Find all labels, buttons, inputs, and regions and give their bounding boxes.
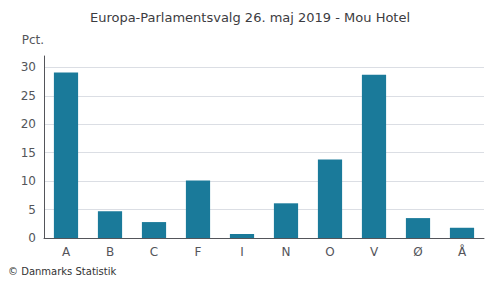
svg-text:Europa-Parlamentsvalg 26. maj: Europa-Parlamentsvalg 26. maj 2019 - Mou… bbox=[90, 10, 410, 25]
svg-text:Å: Å bbox=[458, 244, 467, 259]
svg-text:F: F bbox=[195, 245, 202, 259]
svg-text:I: I bbox=[240, 245, 244, 259]
svg-text:0: 0 bbox=[28, 231, 36, 245]
svg-text:© Danmarks Statistik: © Danmarks Statistik bbox=[8, 266, 117, 277]
svg-text:15: 15 bbox=[21, 146, 36, 160]
svg-text:V: V bbox=[370, 245, 379, 259]
svg-text:A: A bbox=[62, 245, 71, 259]
svg-text:10: 10 bbox=[21, 174, 36, 188]
svg-text:Ø: Ø bbox=[413, 245, 422, 259]
svg-text:N: N bbox=[282, 245, 291, 259]
svg-text:O: O bbox=[325, 245, 334, 259]
svg-text:Pct.: Pct. bbox=[22, 33, 44, 47]
svg-text:B: B bbox=[106, 245, 114, 259]
svg-text:20: 20 bbox=[21, 117, 36, 131]
svg-text:5: 5 bbox=[28, 203, 36, 217]
svg-text:30: 30 bbox=[21, 60, 36, 74]
svg-text:C: C bbox=[150, 245, 158, 259]
svg-text:25: 25 bbox=[21, 89, 36, 103]
